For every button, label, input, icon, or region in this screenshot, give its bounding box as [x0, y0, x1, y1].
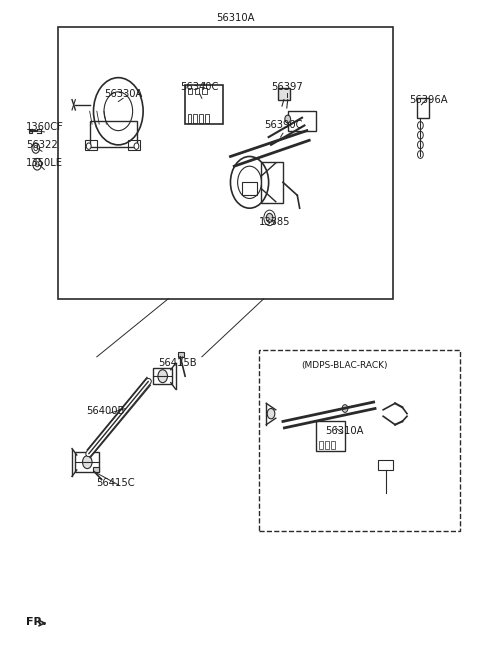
Text: 56310A: 56310A: [325, 426, 363, 436]
Bar: [288, 111, 316, 130]
Text: 56415C: 56415C: [96, 478, 135, 488]
Bar: [153, 368, 172, 384]
Bar: [178, 352, 184, 357]
Text: 1360CF: 1360CF: [26, 122, 64, 132]
Text: 56397: 56397: [271, 82, 303, 92]
Circle shape: [83, 456, 92, 469]
Bar: [188, 88, 192, 95]
Text: 56330A: 56330A: [104, 90, 142, 99]
Bar: [85, 140, 97, 150]
Bar: [316, 421, 345, 450]
Bar: [325, 441, 329, 448]
Text: FR.: FR.: [26, 617, 47, 627]
Circle shape: [35, 162, 39, 167]
Bar: [319, 441, 323, 448]
Bar: [185, 86, 223, 124]
Circle shape: [285, 115, 290, 123]
Text: 56415B: 56415B: [159, 358, 197, 368]
Circle shape: [267, 408, 275, 419]
Text: 13385: 13385: [259, 217, 290, 227]
Bar: [75, 452, 99, 472]
Bar: [193, 114, 197, 123]
Text: 56396A: 56396A: [409, 95, 448, 104]
Text: 56390C: 56390C: [264, 121, 303, 130]
Bar: [94, 467, 99, 472]
Bar: [378, 460, 393, 470]
Text: 1350LE: 1350LE: [26, 158, 63, 168]
Bar: [202, 88, 206, 95]
Bar: [90, 121, 137, 147]
Circle shape: [86, 143, 91, 149]
Circle shape: [158, 370, 168, 383]
Bar: [29, 129, 33, 132]
Text: 56322: 56322: [26, 140, 58, 150]
Circle shape: [342, 404, 348, 412]
Bar: [278, 88, 290, 99]
Text: 56400B: 56400B: [86, 406, 125, 416]
Circle shape: [134, 143, 139, 149]
Bar: [199, 114, 203, 123]
Bar: [242, 182, 257, 195]
Bar: [58, 27, 393, 299]
Text: (MDPS-BLAC-RACK): (MDPS-BLAC-RACK): [301, 361, 387, 371]
Bar: [204, 114, 208, 123]
Bar: [417, 98, 429, 117]
Bar: [331, 441, 336, 448]
Text: 56340C: 56340C: [180, 82, 218, 92]
Bar: [188, 114, 192, 123]
Text: 56310A: 56310A: [216, 12, 254, 23]
Bar: [262, 162, 283, 203]
Circle shape: [266, 214, 273, 223]
Bar: [195, 88, 199, 95]
Bar: [128, 140, 140, 150]
